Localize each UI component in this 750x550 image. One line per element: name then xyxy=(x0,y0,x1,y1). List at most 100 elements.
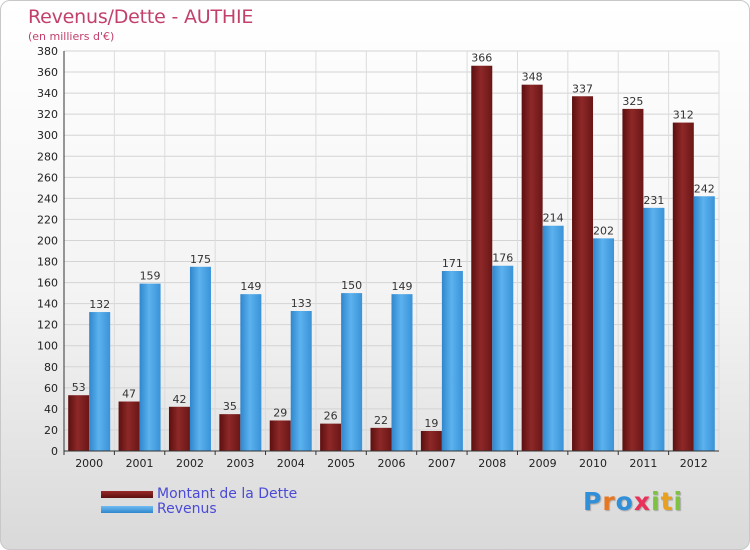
bar-debt xyxy=(269,420,291,451)
y-tick-label: 300 xyxy=(37,129,58,142)
data-label-debt: 47 xyxy=(122,388,136,401)
x-tick-label: 2001 xyxy=(126,457,154,470)
bar-revenue xyxy=(290,311,312,451)
data-label-debt: 42 xyxy=(172,393,186,406)
x-tick-label: 2010 xyxy=(579,457,607,470)
y-tick-label: 140 xyxy=(37,298,58,311)
bar-debt xyxy=(521,84,543,452)
data-label-revenue: 133 xyxy=(291,297,312,310)
x-tick-label: 2002 xyxy=(176,457,204,470)
bar-revenue xyxy=(542,225,564,451)
bar-debt xyxy=(320,423,342,451)
bar-debt xyxy=(168,406,190,451)
data-label-revenue: 242 xyxy=(694,182,715,195)
bar-revenue xyxy=(89,312,111,451)
bar-revenue xyxy=(643,207,665,451)
bar-debt xyxy=(370,427,392,451)
bar-debt xyxy=(118,401,140,451)
y-tick-label: 0 xyxy=(51,445,58,458)
data-label-debt: 348 xyxy=(522,71,543,84)
y-tick-label: 120 xyxy=(37,319,58,332)
chart-title: Revenus/Dette - AUTHIE xyxy=(28,6,254,28)
data-label-debt: 337 xyxy=(572,82,593,95)
x-tick-label: 2004 xyxy=(277,457,305,470)
x-tick-label: 2009 xyxy=(529,457,557,470)
bar-revenue xyxy=(139,283,161,451)
data-label-revenue: 176 xyxy=(492,252,513,265)
data-label-revenue: 132 xyxy=(89,298,110,311)
bar-revenue xyxy=(441,271,463,451)
data-label-debt: 35 xyxy=(223,400,237,413)
bar-revenue xyxy=(341,293,363,451)
y-tick-label: 40 xyxy=(44,403,58,416)
x-tick-label: 2008 xyxy=(478,457,506,470)
bar-revenue xyxy=(240,294,262,451)
data-label-revenue: 150 xyxy=(341,279,362,292)
data-label-debt: 19 xyxy=(424,417,438,430)
y-tick-label: 260 xyxy=(37,171,58,184)
y-tick-label: 220 xyxy=(37,213,58,226)
data-label-debt: 312 xyxy=(673,109,694,122)
bar-revenue xyxy=(492,265,514,451)
y-tick-label: 360 xyxy=(37,66,58,79)
y-tick-label: 60 xyxy=(44,382,58,395)
y-tick-label: 280 xyxy=(37,150,58,163)
y-tick-label: 160 xyxy=(37,277,58,290)
y-tick-label: 340 xyxy=(37,87,58,100)
logo-letter: P xyxy=(583,487,603,516)
legend-label-revenue: Revenus xyxy=(157,501,217,517)
bar-debt xyxy=(622,108,644,451)
legend-swatch-debt xyxy=(101,491,153,498)
bar-revenue xyxy=(593,238,615,451)
y-tick-label: 100 xyxy=(37,340,58,353)
data-label-revenue: 202 xyxy=(593,224,614,237)
logo-letter: o xyxy=(615,487,634,516)
bar-revenue xyxy=(391,294,413,451)
y-tick-label: 380 xyxy=(37,45,58,58)
data-label-revenue: 175 xyxy=(190,253,211,266)
logo-letter: i xyxy=(651,487,661,516)
proxiti-logo: Proxiti xyxy=(583,487,683,516)
bar-debt xyxy=(68,395,90,451)
bar-revenue xyxy=(189,266,211,451)
y-tick-label: 200 xyxy=(37,234,58,247)
y-tick-label: 180 xyxy=(37,256,58,269)
y-tick-label: 20 xyxy=(44,424,58,437)
x-tick-label: 2005 xyxy=(327,457,355,470)
data-label-revenue: 149 xyxy=(240,280,261,293)
x-tick-label: 2006 xyxy=(378,457,406,470)
data-label-debt: 53 xyxy=(72,381,86,394)
data-label-revenue: 214 xyxy=(543,212,564,225)
x-tick-label: 2000 xyxy=(75,457,103,470)
logo-letter: i xyxy=(673,487,684,516)
bar-debt xyxy=(219,414,241,451)
data-label-revenue: 231 xyxy=(643,194,664,207)
data-label-debt: 29 xyxy=(273,406,287,419)
bar-debt xyxy=(420,431,442,451)
x-tick-label: 2003 xyxy=(226,457,254,470)
logo-letter: r xyxy=(602,487,616,516)
logo-letter: t xyxy=(660,487,674,516)
logo-letter: x xyxy=(633,487,651,516)
y-tick-label: 240 xyxy=(37,192,58,205)
x-tick-label: 2012 xyxy=(680,457,708,470)
y-tick-label: 80 xyxy=(44,361,58,374)
legend-swatch-revenue xyxy=(101,506,153,513)
data-label-debt: 26 xyxy=(324,410,338,423)
bar-debt xyxy=(471,65,493,451)
data-label-revenue: 149 xyxy=(392,280,413,293)
data-label-debt: 366 xyxy=(471,52,492,65)
bar-revenue xyxy=(693,196,715,451)
legend-label-debt: Montant de la Dette xyxy=(157,486,298,502)
x-tick-label: 2011 xyxy=(629,457,657,470)
data-label-debt: 325 xyxy=(622,95,643,108)
chart-subtitle: (en milliers d'€) xyxy=(28,30,115,43)
data-label-debt: 22 xyxy=(374,414,388,427)
y-tick-label: 320 xyxy=(37,108,58,121)
bar-debt xyxy=(572,96,594,452)
data-label-revenue: 171 xyxy=(442,257,463,270)
data-label-revenue: 159 xyxy=(140,270,161,283)
x-tick-label: 2007 xyxy=(428,457,456,470)
